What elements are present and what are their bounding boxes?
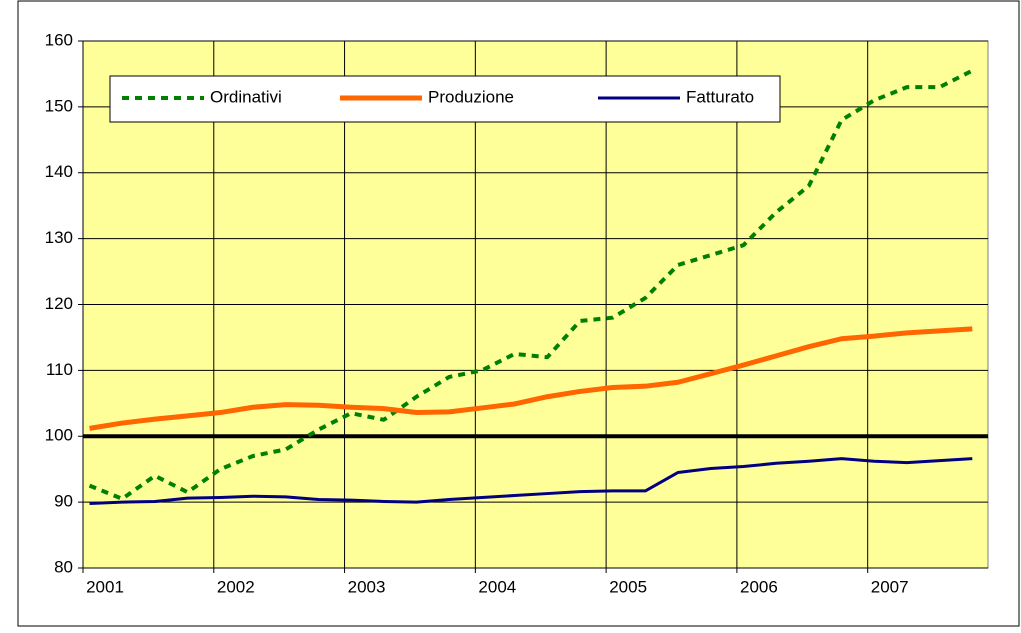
- x-tick-label: 2002: [217, 577, 255, 596]
- series-line: [89, 457, 973, 505]
- y-tick-label: 110: [46, 360, 73, 379]
- series-line: [89, 326, 973, 431]
- y-tick-label: 90: [54, 492, 73, 511]
- y-tick-label: 120: [45, 294, 73, 313]
- x-tick-label: 2007: [871, 577, 909, 596]
- y-tick-label: 160: [45, 30, 73, 49]
- x-tick-label: 2003: [348, 577, 386, 596]
- y-tick-label: 80: [54, 557, 73, 576]
- x-tick-label: 2005: [609, 577, 647, 596]
- y-tick-label: 150: [45, 96, 73, 115]
- series-line: [88, 68, 974, 501]
- x-tick-label: 2001: [86, 577, 124, 596]
- legend-label: Produzione: [428, 87, 514, 106]
- legend-label: Ordinativi: [210, 87, 282, 106]
- legend-label: Fatturato: [686, 87, 754, 106]
- y-tick-label: 130: [45, 228, 73, 247]
- x-tick-label: 2004: [478, 577, 516, 596]
- x-tick-label: 2006: [740, 577, 778, 596]
- y-tick-label: 100: [45, 426, 73, 445]
- y-tick-label: 140: [45, 162, 73, 181]
